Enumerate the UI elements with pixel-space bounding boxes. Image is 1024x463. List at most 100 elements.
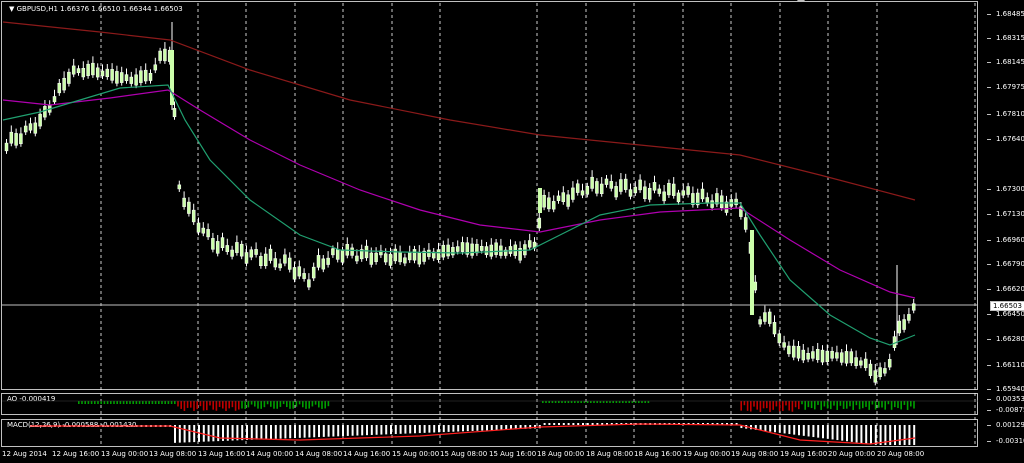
ao-bar [615,401,618,403]
macd-bar [730,423,733,425]
macd-bar [721,423,724,425]
candle-body [724,201,729,213]
candle-body [873,370,878,383]
macd-bar [769,425,772,432]
macd-bar [562,423,565,425]
ao-bar [132,401,134,404]
macd-bar [188,425,191,443]
macd-bar [193,425,196,443]
candle-body [38,113,42,127]
ao-indicator-pane[interactable]: AO -0.000419 [1,393,978,415]
macd-bar [217,425,220,442]
macd-bar [764,425,767,432]
candle-body [859,360,863,366]
macd-bar [207,425,210,442]
candle-body [369,252,374,265]
candle-body [235,242,239,253]
candle-body [211,238,215,250]
macd-bar [332,425,335,437]
ao-bar [798,401,800,410]
macd-bar [807,425,810,437]
macd-bar [548,423,551,425]
macd-bar [711,423,714,425]
ao-bar [561,401,563,403]
candle-body [91,62,95,76]
macd-bar [476,425,479,431]
macd-bar [577,423,580,425]
ao-bar [263,401,266,408]
candle-body [585,185,590,195]
ao-bar [740,401,742,411]
macd-bar [342,425,344,437]
macd-bar [212,425,215,442]
ao-bar [113,401,115,404]
ao-bar [292,401,294,409]
candle-body [787,345,791,355]
candle-body [518,247,522,261]
macd-bar [855,425,858,443]
ao-bar [820,401,822,410]
candle-body [791,345,796,358]
ao-bar [161,401,163,404]
ao-bar [177,401,179,407]
macd-bar [178,425,181,443]
candle-body [278,263,282,269]
time-label: 13 Aug 16:00 [198,450,246,458]
candle-body [667,182,671,196]
ao-bar [183,401,186,411]
candle-body [417,251,422,265]
ao-bar [254,401,256,407]
time-label: 14 Aug 00:00 [246,450,294,458]
macd-bar [241,425,244,441]
candle-body [767,311,772,324]
candle-body [43,106,47,118]
macd-bar [255,425,258,440]
macd-bar [750,425,752,430]
price-tick: 1.67810 [987,110,1024,118]
candle-body [19,133,23,145]
ao-bar [327,401,330,407]
candle-body [283,254,287,264]
ao-bar [97,401,99,404]
candle-body [657,188,662,194]
ao-tick: 0.003535 [986,395,1024,403]
ao-bar [826,401,829,409]
candle-body [475,243,479,254]
time-label: 19 Aug 08:00 [731,450,779,458]
candle-body [446,244,450,257]
candle-body [849,351,854,364]
macd-indicator-pane[interactable]: MACD(12,26,9) -0.000588 -0.001430 [1,419,978,447]
macd-bar [793,425,796,435]
ao-bar [782,401,784,411]
ma-mid-line [2,89,916,299]
candle-body [628,189,633,197]
ao-bar [894,401,896,408]
ao-bar [305,401,307,409]
macd-bar [457,425,460,432]
ao-bar [289,401,291,409]
time-label: 13 Aug 00:00 [101,450,149,458]
ao-bar [81,401,83,404]
macd-bar [884,425,887,445]
macd-bar [404,425,407,434]
ao-bar [839,401,842,406]
candle-body [902,319,906,330]
candle-body [311,266,316,279]
macd-bar [394,425,397,435]
candle-body [801,349,806,361]
candle-body [887,359,892,368]
ao-bar [609,401,611,403]
ao-bar [298,401,301,405]
ao-bar [314,401,317,405]
macd-bar [260,425,263,440]
candle-body [403,257,407,264]
ao-bar [746,401,749,411]
candle-body [811,351,815,359]
candle-body [556,195,561,201]
candle-body [124,74,129,82]
main-chart-pane[interactable]: ▼ GBPUSD,H1 1.66376 1.66510 1.66344 1.66… [1,1,978,390]
macd-bar [610,423,613,425]
macd-bar [754,425,757,430]
ao-tick: -0.008753 [987,406,1024,414]
